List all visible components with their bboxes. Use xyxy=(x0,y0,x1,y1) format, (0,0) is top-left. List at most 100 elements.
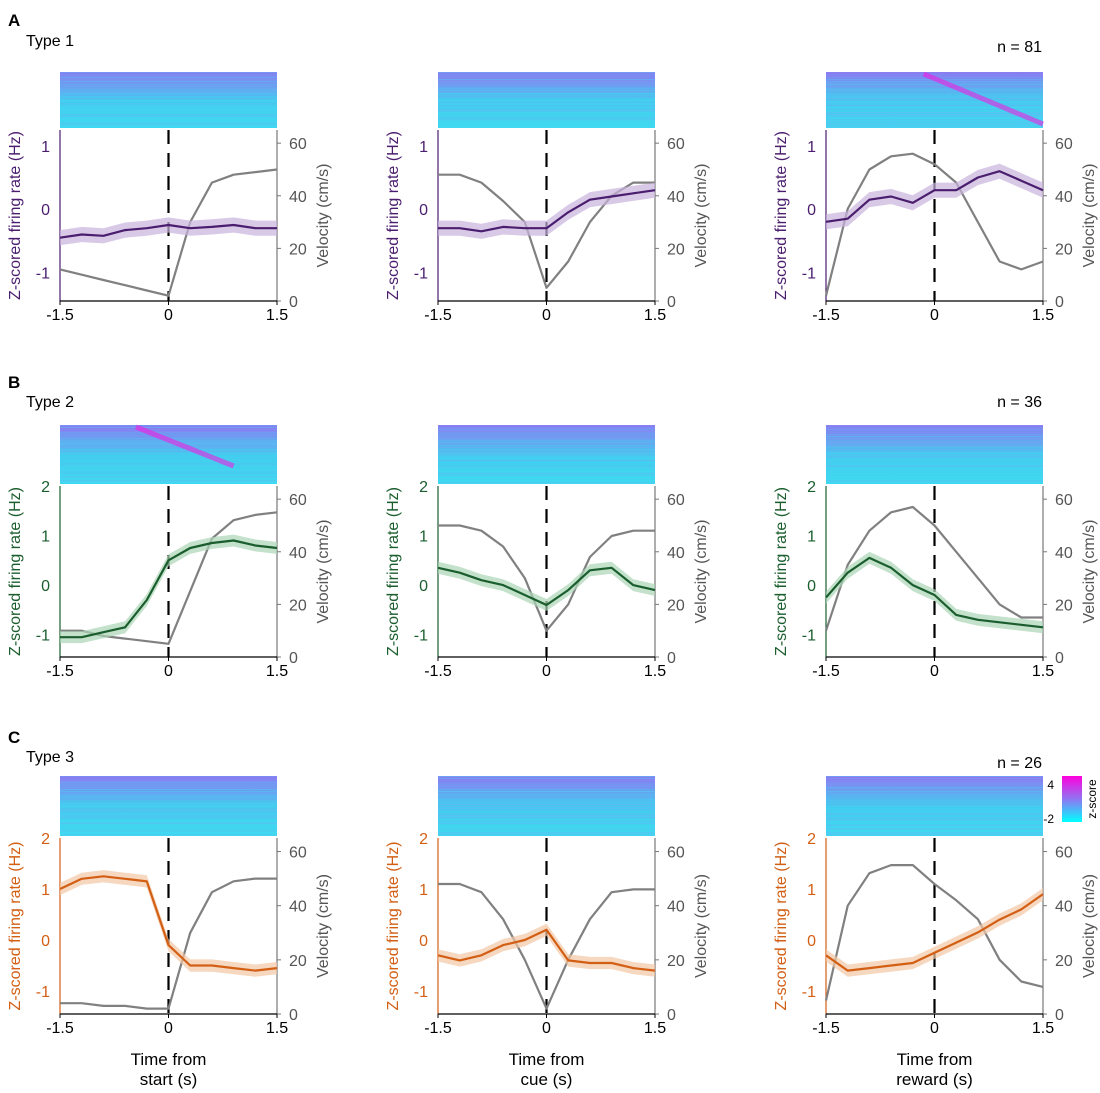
heatmap-stripe xyxy=(60,823,277,824)
heatmap-stripe xyxy=(826,819,1043,820)
heatmap-stripe xyxy=(60,111,277,112)
heatmap-stripe xyxy=(60,79,277,80)
heatmap-stripe xyxy=(438,97,655,98)
right-tick-label: 60 xyxy=(1055,492,1073,509)
right-tick-label: 0 xyxy=(1055,1007,1064,1024)
heatmap-stripe xyxy=(826,116,1043,117)
heatmap-stripe xyxy=(60,451,277,452)
heatmap-stripe xyxy=(60,432,277,433)
heatmap-stripe xyxy=(60,456,277,457)
firing-error-band xyxy=(60,217,277,245)
heatmap-stripe xyxy=(826,808,1043,809)
heatmap-stripe xyxy=(438,830,655,831)
heatmap-stripe xyxy=(826,72,1043,73)
heatmap-stripe xyxy=(438,780,655,781)
heatmap-stripe xyxy=(826,832,1043,833)
heatmap-stripe xyxy=(60,455,277,456)
x-tick-label: -1.5 xyxy=(424,663,452,680)
x-tick-label: 0 xyxy=(164,307,173,324)
right-tick-label: 0 xyxy=(1055,294,1064,311)
heatmap-stripe xyxy=(826,453,1043,454)
heatmap-stripe xyxy=(438,107,655,108)
x-tick-label: -1.5 xyxy=(812,1020,840,1037)
right-axis-title: Velocity (cm/s) xyxy=(693,874,710,978)
heatmap-stripe xyxy=(60,830,277,831)
heatmap-stripe xyxy=(438,442,655,443)
left-tick-label: 2 xyxy=(807,479,816,496)
right-axis-title: Velocity (cm/s) xyxy=(1081,163,1098,267)
heatmap-stripe xyxy=(438,114,655,115)
panel-title: Type 1 xyxy=(26,33,74,50)
left-tick-label: 1 xyxy=(419,139,428,156)
heatmap-stripe xyxy=(438,445,655,446)
heatmap-stripe xyxy=(438,84,655,85)
heatmap-stripe xyxy=(826,829,1043,830)
heatmap-stripe xyxy=(826,827,1043,828)
heatmap-stripe xyxy=(60,72,277,73)
heatmap-stripe xyxy=(438,111,655,112)
heatmap-stripe xyxy=(826,123,1043,124)
heatmap-stripe xyxy=(60,425,277,426)
heatmap-stripe xyxy=(826,436,1043,437)
n-label: n = 36 xyxy=(997,394,1042,411)
left-tick-label: -1 xyxy=(802,628,816,645)
heatmap-stripe xyxy=(438,793,655,794)
heatmap-stripe xyxy=(60,467,277,468)
heatmap-stripe xyxy=(60,91,277,92)
heatmap-stripe xyxy=(60,471,277,472)
heatmap-stripe xyxy=(60,125,277,126)
panel-letter: C xyxy=(8,728,20,747)
heatmap-stripe xyxy=(60,793,277,794)
right-tick-label: 40 xyxy=(1055,899,1073,916)
right-tick-label: 20 xyxy=(289,953,307,970)
left-axis-title: Z-scored firing rate (Hz) xyxy=(385,842,402,1011)
x-tick-label: 1.5 xyxy=(266,1020,288,1037)
heatmap-stripe xyxy=(438,817,655,818)
heatmap-stripe xyxy=(60,804,277,805)
heatmap-stripe xyxy=(826,432,1043,433)
firing-error-band xyxy=(826,164,1043,230)
left-tick-label: 2 xyxy=(41,479,50,496)
heatmap-stripe xyxy=(60,105,277,106)
left-tick-label: -1 xyxy=(414,266,428,283)
heatmap-stripe xyxy=(438,81,655,82)
x-axis-title: Time from xyxy=(897,1050,973,1069)
heatmap-stripe xyxy=(60,447,277,448)
heatmap-stripe xyxy=(438,429,655,430)
heatmap-stripe xyxy=(438,462,655,463)
heatmap-stripe xyxy=(60,482,277,483)
right-tick-label: 20 xyxy=(1055,953,1073,970)
heatmap-stripe xyxy=(438,802,655,803)
heatmap-stripe xyxy=(60,88,277,89)
heatmap-stripe xyxy=(438,815,655,816)
heatmap-stripe xyxy=(826,442,1043,443)
subplot-C-2: -10120204060-1.5 0 1.5Z-scored firing rate… xyxy=(385,776,710,1089)
heatmap-stripe xyxy=(60,121,277,122)
right-axis-title: Velocity (cm/s) xyxy=(693,163,710,267)
heatmap-stripe xyxy=(826,91,1043,92)
heatmap-stripe xyxy=(60,832,277,833)
heatmap-stripe xyxy=(826,121,1043,122)
heatmap-stripe xyxy=(60,98,277,99)
left-axis-title: Z-scored firing rate (Hz) xyxy=(385,131,402,300)
left-tick-label: 0 xyxy=(419,578,428,595)
heatmap-stripe xyxy=(60,812,277,813)
heatmap-stripe xyxy=(60,789,277,790)
heatmap-stripe xyxy=(438,800,655,801)
heatmap-stripe xyxy=(438,466,655,467)
left-tick-label: 2 xyxy=(419,831,428,848)
x-tick-label: 0 xyxy=(542,1020,551,1037)
heatmap-stripe xyxy=(438,810,655,811)
x-tick-label: 1.5 xyxy=(644,663,666,680)
x-axis-title: start (s) xyxy=(140,1070,198,1089)
left-axis-title: Z-scored firing rate (Hz) xyxy=(773,131,790,300)
heatmap-stripe xyxy=(826,443,1043,444)
heatmap-stripe xyxy=(438,482,655,483)
left-tick-label: 0 xyxy=(41,202,50,219)
heatmap-stripe xyxy=(60,834,277,835)
heatmap-stripe xyxy=(826,97,1043,98)
right-tick-label: 20 xyxy=(667,953,685,970)
heatmap-stripe xyxy=(60,112,277,113)
heatmap-stripe xyxy=(438,72,655,73)
x-tick-label: -1.5 xyxy=(812,663,840,680)
